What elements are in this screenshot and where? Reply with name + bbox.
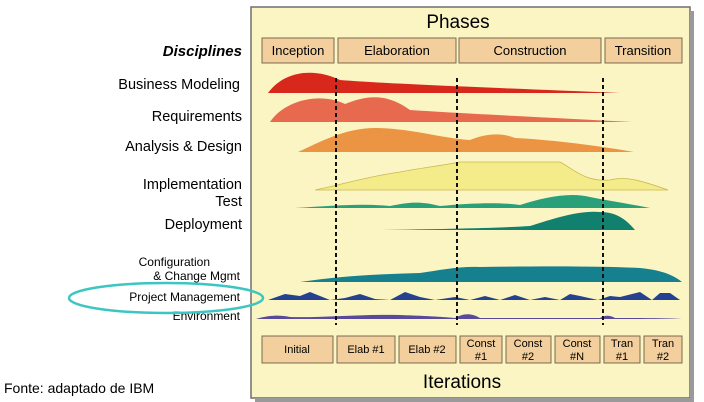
phase-box-transition [604, 37, 683, 64]
iteration-label-const-n-top: Const [563, 338, 592, 350]
discipline-test: Test [215, 194, 242, 210]
iteration-box-const-2 [505, 335, 552, 364]
phase-box-construction [458, 37, 602, 64]
iteration-box-const-n [554, 335, 601, 364]
iteration-label-tran-1-top: Tran [611, 338, 633, 350]
iteration-box-elab-2 [398, 335, 457, 364]
source-caption: Fonte: adaptado de IBM [4, 380, 155, 396]
iterations-title: Iterations [423, 372, 501, 393]
discipline-change-mgmt: & Change Mgmt [153, 269, 240, 283]
phases-title: Phases [426, 12, 489, 33]
discipline-business-modeling: Business Modeling [118, 77, 240, 93]
discipline-analysis-design: Analysis & Design [125, 139, 242, 155]
iteration-label-tran-2-bottom: #2 [657, 351, 669, 363]
phase-label-construction: Construction [494, 43, 567, 58]
iteration-label-const-2-bottom: #2 [522, 351, 534, 363]
iteration-label-const-1-bottom: #1 [475, 351, 487, 363]
iteration-label-const-n-bottom: #N [570, 351, 584, 363]
hump-implementation [314, 161, 669, 191]
hump-test [295, 194, 650, 208]
iteration-box-elab-1 [336, 335, 396, 364]
hump-analysis-design [298, 128, 634, 152]
hump-deployment [380, 211, 635, 230]
iteration-box-initial [261, 335, 334, 364]
iteration-label-elab-1: Elab #1 [347, 344, 384, 356]
discipline-configuration: Configuration [139, 255, 210, 269]
hump-environment [256, 314, 682, 319]
iteration-row [261, 335, 683, 364]
phase-label-inception: Inception [272, 43, 325, 58]
hump-requirements [270, 97, 632, 122]
iteration-label-const-1-top: Const [467, 338, 496, 350]
phase-label-transition: Transition [615, 43, 672, 58]
panel-shadow [690, 11, 694, 402]
discipline-project-management: Project Management [129, 290, 240, 304]
iteration-label-const-2-top: Const [514, 338, 543, 350]
discipline-requirements: Requirements [152, 109, 242, 125]
phase-label-elaboration: Elaboration [364, 43, 430, 58]
iteration-label-tran-2-top: Tran [652, 338, 674, 350]
hump-project-management [268, 292, 680, 300]
panel-shadow-bottom [255, 398, 694, 402]
hump-business-modeling [268, 72, 620, 93]
discipline-implementation: Implementation [143, 177, 242, 193]
iteration-box-tran-1 [603, 335, 641, 364]
phase-box-elaboration [337, 37, 457, 64]
hump-config-change [300, 266, 682, 282]
highlight-ellipse [67, 281, 265, 315]
discipline-deployment: Deployment [165, 217, 242, 233]
phase-box-inception [261, 37, 335, 64]
iteration-box-const-1 [459, 335, 503, 364]
iteration-label-tran-1-bottom: #1 [616, 351, 628, 363]
disciplines-heading: Disciplines [163, 43, 242, 60]
iteration-label-elab-2: Elab #2 [408, 344, 445, 356]
iteration-label-initial: Initial [284, 344, 310, 356]
iteration-box-tran-2 [643, 335, 683, 364]
